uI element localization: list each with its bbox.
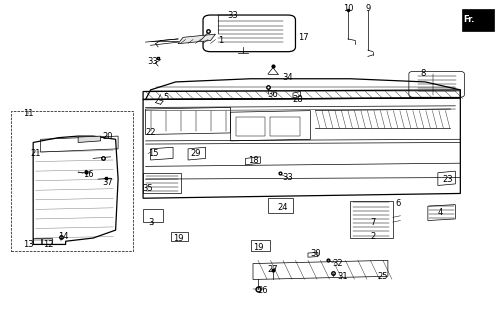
Text: 35: 35: [143, 184, 153, 193]
Text: 32: 32: [333, 259, 343, 268]
Text: 27: 27: [268, 265, 278, 275]
Text: 23: 23: [442, 175, 453, 184]
Text: 33: 33: [283, 173, 294, 182]
Bar: [271, 117, 301, 136]
Bar: [42, 238, 52, 244]
Text: 34: 34: [283, 73, 293, 82]
Text: 17: 17: [298, 33, 308, 42]
Text: 21: 21: [31, 149, 41, 158]
Bar: [170, 232, 188, 241]
Bar: [350, 201, 393, 238]
Text: 12: 12: [43, 240, 54, 249]
Bar: [235, 117, 266, 136]
Text: 28: 28: [293, 95, 303, 104]
Text: 10: 10: [343, 4, 353, 13]
Bar: [143, 209, 163, 222]
Text: 18: 18: [247, 156, 259, 164]
Text: 8: 8: [420, 69, 425, 78]
Text: 1: 1: [218, 36, 223, 45]
Bar: [143, 173, 180, 194]
Text: 16: 16: [83, 170, 94, 179]
Text: 3: 3: [148, 218, 153, 227]
Text: 19: 19: [253, 243, 263, 252]
Text: 2: 2: [370, 232, 376, 241]
Text: 31: 31: [338, 272, 348, 281]
Text: Fr.: Fr.: [463, 15, 475, 24]
Bar: [33, 238, 41, 244]
Text: 6: 6: [395, 198, 401, 207]
Text: 30: 30: [310, 250, 321, 259]
Bar: [462, 9, 494, 31]
Text: 13: 13: [23, 240, 34, 249]
Text: 9: 9: [365, 4, 371, 13]
Text: 24: 24: [278, 203, 288, 212]
Text: 33: 33: [148, 57, 158, 66]
Text: 11: 11: [23, 109, 34, 118]
Text: 36: 36: [268, 90, 279, 99]
Text: 37: 37: [103, 178, 114, 187]
Text: 26: 26: [258, 286, 269, 295]
Text: 5: 5: [163, 93, 168, 102]
Bar: [268, 198, 293, 212]
Text: 4: 4: [438, 208, 443, 217]
Polygon shape: [178, 34, 215, 44]
Text: 29: 29: [190, 149, 201, 158]
Text: 20: 20: [103, 132, 113, 140]
Text: 22: 22: [145, 128, 156, 137]
Text: 14: 14: [58, 232, 69, 241]
Text: 19: 19: [173, 234, 183, 243]
Polygon shape: [78, 136, 101, 142]
Text: 7: 7: [370, 218, 376, 227]
Text: 25: 25: [378, 272, 388, 281]
Bar: [11, 111, 133, 251]
Text: 33: 33: [227, 11, 238, 20]
Bar: [250, 240, 271, 251]
Text: 15: 15: [148, 149, 158, 158]
